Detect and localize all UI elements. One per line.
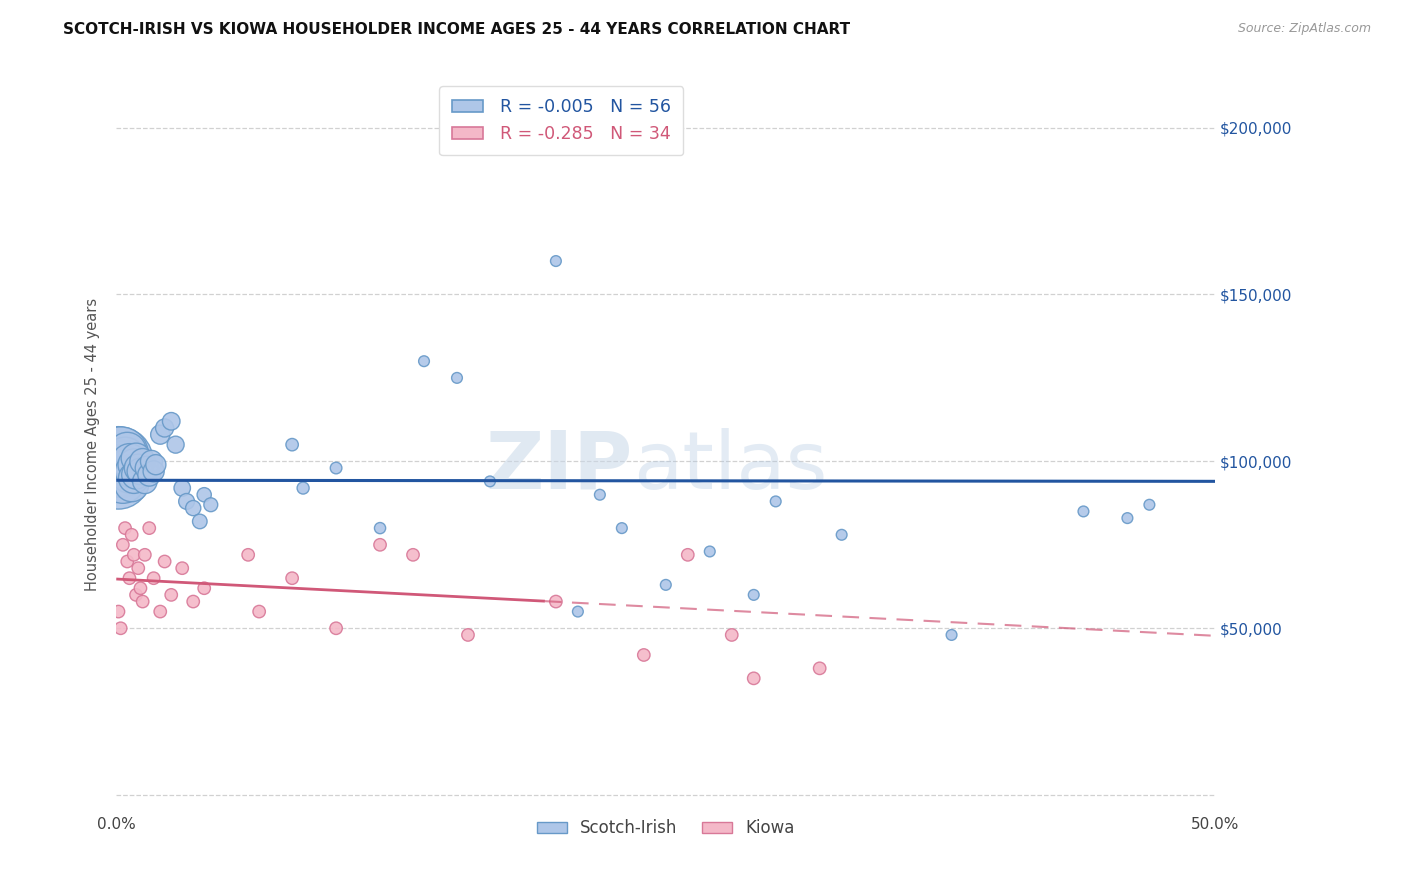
Point bbox=[114, 450, 136, 465]
Point bbox=[413, 354, 436, 368]
Point bbox=[110, 464, 132, 478]
Point bbox=[1073, 504, 1095, 518]
Point bbox=[125, 588, 148, 602]
Point bbox=[181, 594, 204, 608]
Text: Source: ZipAtlas.com: Source: ZipAtlas.com bbox=[1237, 22, 1371, 36]
Point bbox=[122, 471, 145, 485]
Point bbox=[117, 444, 139, 458]
Point bbox=[129, 581, 152, 595]
Point bbox=[125, 450, 148, 465]
Point bbox=[368, 538, 391, 552]
Point bbox=[134, 475, 156, 489]
Point bbox=[292, 481, 315, 495]
Point bbox=[153, 554, 176, 568]
Point bbox=[1116, 511, 1139, 525]
Point bbox=[281, 437, 304, 451]
Point bbox=[127, 561, 149, 575]
Point bbox=[325, 621, 347, 635]
Point bbox=[831, 528, 853, 542]
Point bbox=[118, 467, 141, 482]
Point bbox=[544, 594, 567, 608]
Point bbox=[193, 581, 215, 595]
Point bbox=[176, 494, 198, 508]
Point bbox=[127, 461, 149, 475]
Text: SCOTCH-IRISH VS KIOWA HOUSEHOLDER INCOME AGES 25 - 44 YEARS CORRELATION CHART: SCOTCH-IRISH VS KIOWA HOUSEHOLDER INCOME… bbox=[63, 22, 851, 37]
Point bbox=[160, 414, 183, 428]
Point bbox=[118, 454, 141, 468]
Point bbox=[122, 458, 145, 472]
Point bbox=[325, 461, 347, 475]
Point bbox=[188, 515, 211, 529]
Point bbox=[676, 548, 699, 562]
Point bbox=[149, 605, 172, 619]
Point bbox=[142, 464, 165, 478]
Point bbox=[131, 454, 153, 468]
Point bbox=[765, 494, 787, 508]
Point bbox=[107, 471, 129, 485]
Point bbox=[110, 448, 132, 462]
Point bbox=[136, 461, 159, 475]
Point bbox=[200, 498, 222, 512]
Point bbox=[544, 254, 567, 268]
Point bbox=[457, 628, 479, 642]
Point bbox=[145, 458, 167, 472]
Text: atlas: atlas bbox=[633, 427, 827, 506]
Point bbox=[655, 578, 678, 592]
Point bbox=[121, 464, 143, 478]
Point bbox=[111, 538, 134, 552]
Point bbox=[238, 548, 260, 562]
Point bbox=[142, 571, 165, 585]
Point bbox=[589, 488, 612, 502]
Point bbox=[131, 594, 153, 608]
Point bbox=[138, 467, 160, 482]
Point bbox=[610, 521, 633, 535]
Point bbox=[107, 454, 129, 468]
Point bbox=[193, 488, 215, 502]
Point bbox=[117, 461, 139, 475]
Point bbox=[478, 475, 501, 489]
Point bbox=[720, 628, 742, 642]
Point bbox=[281, 571, 304, 585]
Point bbox=[118, 571, 141, 585]
Text: ZIP: ZIP bbox=[485, 427, 633, 506]
Point bbox=[699, 544, 721, 558]
Point bbox=[149, 427, 172, 442]
Point bbox=[172, 481, 194, 495]
Point bbox=[134, 548, 156, 562]
Point bbox=[742, 588, 765, 602]
Point bbox=[172, 561, 194, 575]
Point bbox=[141, 454, 163, 468]
Point bbox=[941, 628, 963, 642]
Point bbox=[402, 548, 425, 562]
Point bbox=[1137, 498, 1160, 512]
Point bbox=[160, 588, 183, 602]
Point bbox=[446, 371, 468, 385]
Point bbox=[165, 437, 187, 451]
Point bbox=[138, 521, 160, 535]
Point bbox=[114, 521, 136, 535]
Point bbox=[633, 648, 655, 662]
Point bbox=[181, 501, 204, 516]
Point bbox=[247, 605, 270, 619]
Point bbox=[111, 475, 134, 489]
Point bbox=[122, 548, 145, 562]
Point bbox=[742, 671, 765, 685]
Point bbox=[129, 464, 152, 478]
Point bbox=[117, 554, 139, 568]
Point bbox=[111, 458, 134, 472]
Point bbox=[110, 621, 132, 635]
Point bbox=[125, 467, 148, 482]
Legend: Scotch-Irish, Kiowa: Scotch-Irish, Kiowa bbox=[530, 813, 801, 844]
Y-axis label: Householder Income Ages 25 - 44 years: Householder Income Ages 25 - 44 years bbox=[86, 298, 100, 591]
Point bbox=[121, 477, 143, 491]
Point bbox=[368, 521, 391, 535]
Point bbox=[107, 605, 129, 619]
Point bbox=[808, 661, 831, 675]
Point bbox=[121, 528, 143, 542]
Point bbox=[567, 605, 589, 619]
Point bbox=[153, 421, 176, 435]
